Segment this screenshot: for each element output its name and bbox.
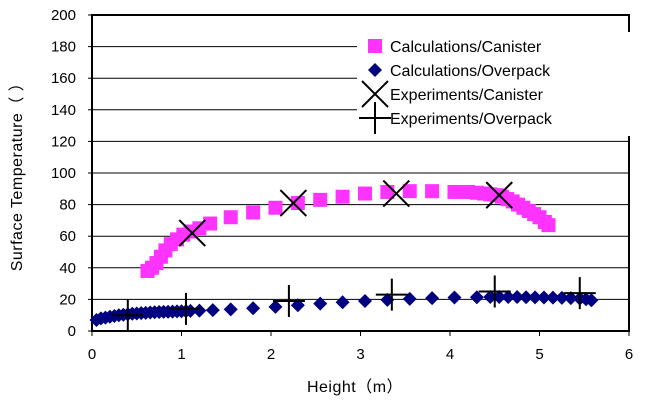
y-tick-label: 160: [51, 70, 76, 87]
data-point: [485, 181, 513, 209]
data-point: [246, 301, 261, 316]
y-tick-label: 100: [51, 165, 76, 182]
data-point: [382, 179, 411, 208]
data-point: [313, 296, 328, 311]
data-point: [357, 293, 372, 308]
x-tick-label: 3: [356, 346, 364, 363]
data-point: [290, 196, 305, 211]
legend-box: [357, 32, 634, 136]
y-tick-label: 140: [51, 102, 76, 119]
tick-labels: 0 20 40 60 80 100 120 140 160 180 200 0 1 2 3 4 5 6: [51, 7, 633, 363]
data-point: [178, 219, 206, 247]
data-point: [268, 200, 283, 215]
y-tick-label: 20: [59, 291, 76, 308]
data-point: [223, 302, 238, 317]
data-point: [402, 184, 417, 199]
x-tick-label: 4: [446, 346, 454, 363]
y-tick-label: 60: [59, 228, 76, 245]
data-point: [584, 293, 599, 308]
legend: Calculations/Canister Calculations/Overpa…: [357, 32, 634, 136]
data-point: [563, 291, 578, 306]
data-point: [425, 184, 440, 199]
data-point: [111, 299, 144, 332]
data-point: [447, 290, 462, 305]
data-point: [554, 290, 569, 305]
data-point: [192, 221, 207, 236]
data-marks: [89, 179, 599, 332]
legend-marker: [368, 63, 382, 77]
y-tick-label: 80: [59, 197, 76, 214]
plot-frame: [91, 14, 630, 332]
series-calculations-canister: [140, 184, 556, 278]
data-point: [223, 210, 238, 225]
x-tick-label: 0: [88, 346, 96, 363]
y-axis-title: Surface Temperature（ ）: [8, 75, 26, 272]
data-point: [203, 216, 218, 231]
series-experiments-overpack: [111, 275, 596, 332]
data-point: [205, 303, 220, 318]
data-point: [425, 291, 440, 306]
data-point: [169, 292, 202, 325]
data-point: [192, 303, 207, 318]
data-point: [447, 184, 462, 199]
series-experiments-canister: [178, 179, 513, 247]
x-axis-title: Height（m）: [307, 378, 403, 396]
x-tick-label: 6: [625, 346, 633, 363]
y-tick-label: 120: [51, 133, 76, 150]
data-point: [541, 218, 556, 233]
data-point: [268, 299, 283, 314]
y-tick-label: 40: [59, 260, 76, 277]
data-point: [272, 284, 305, 317]
legend-label: Experiments/Canister: [390, 87, 544, 104]
data-point: [313, 192, 328, 207]
x-tick-label: 5: [535, 346, 543, 363]
data-point: [510, 290, 525, 305]
y-tick-label: 200: [51, 7, 76, 24]
x-tick-label: 1: [177, 346, 185, 363]
data-point: [375, 278, 408, 311]
data-point: [246, 205, 261, 220]
data-point: [478, 275, 511, 308]
legend-marker: [361, 80, 389, 108]
legend-marker: [368, 39, 382, 53]
legend-label: Calculations/Canister: [390, 39, 542, 56]
data-point: [357, 186, 372, 201]
data-point: [563, 277, 596, 310]
y-tick-label: 0: [68, 323, 76, 340]
data-point: [519, 290, 534, 305]
legend-marker: [359, 102, 391, 134]
y-tick-label: 180: [51, 39, 76, 56]
legend-label: Experiments/Overpack: [390, 111, 553, 128]
data-point: [528, 290, 543, 305]
data-point: [335, 295, 350, 310]
data-point: [501, 290, 516, 305]
data-point: [469, 290, 484, 305]
x-tick-label: 2: [267, 346, 275, 363]
data-point: [545, 290, 560, 305]
axes: [88, 14, 630, 336]
data-point: [279, 189, 308, 217]
data-point: [536, 290, 551, 305]
data-point: [335, 189, 350, 204]
legend-label: Calculations/Overpack: [390, 63, 551, 80]
